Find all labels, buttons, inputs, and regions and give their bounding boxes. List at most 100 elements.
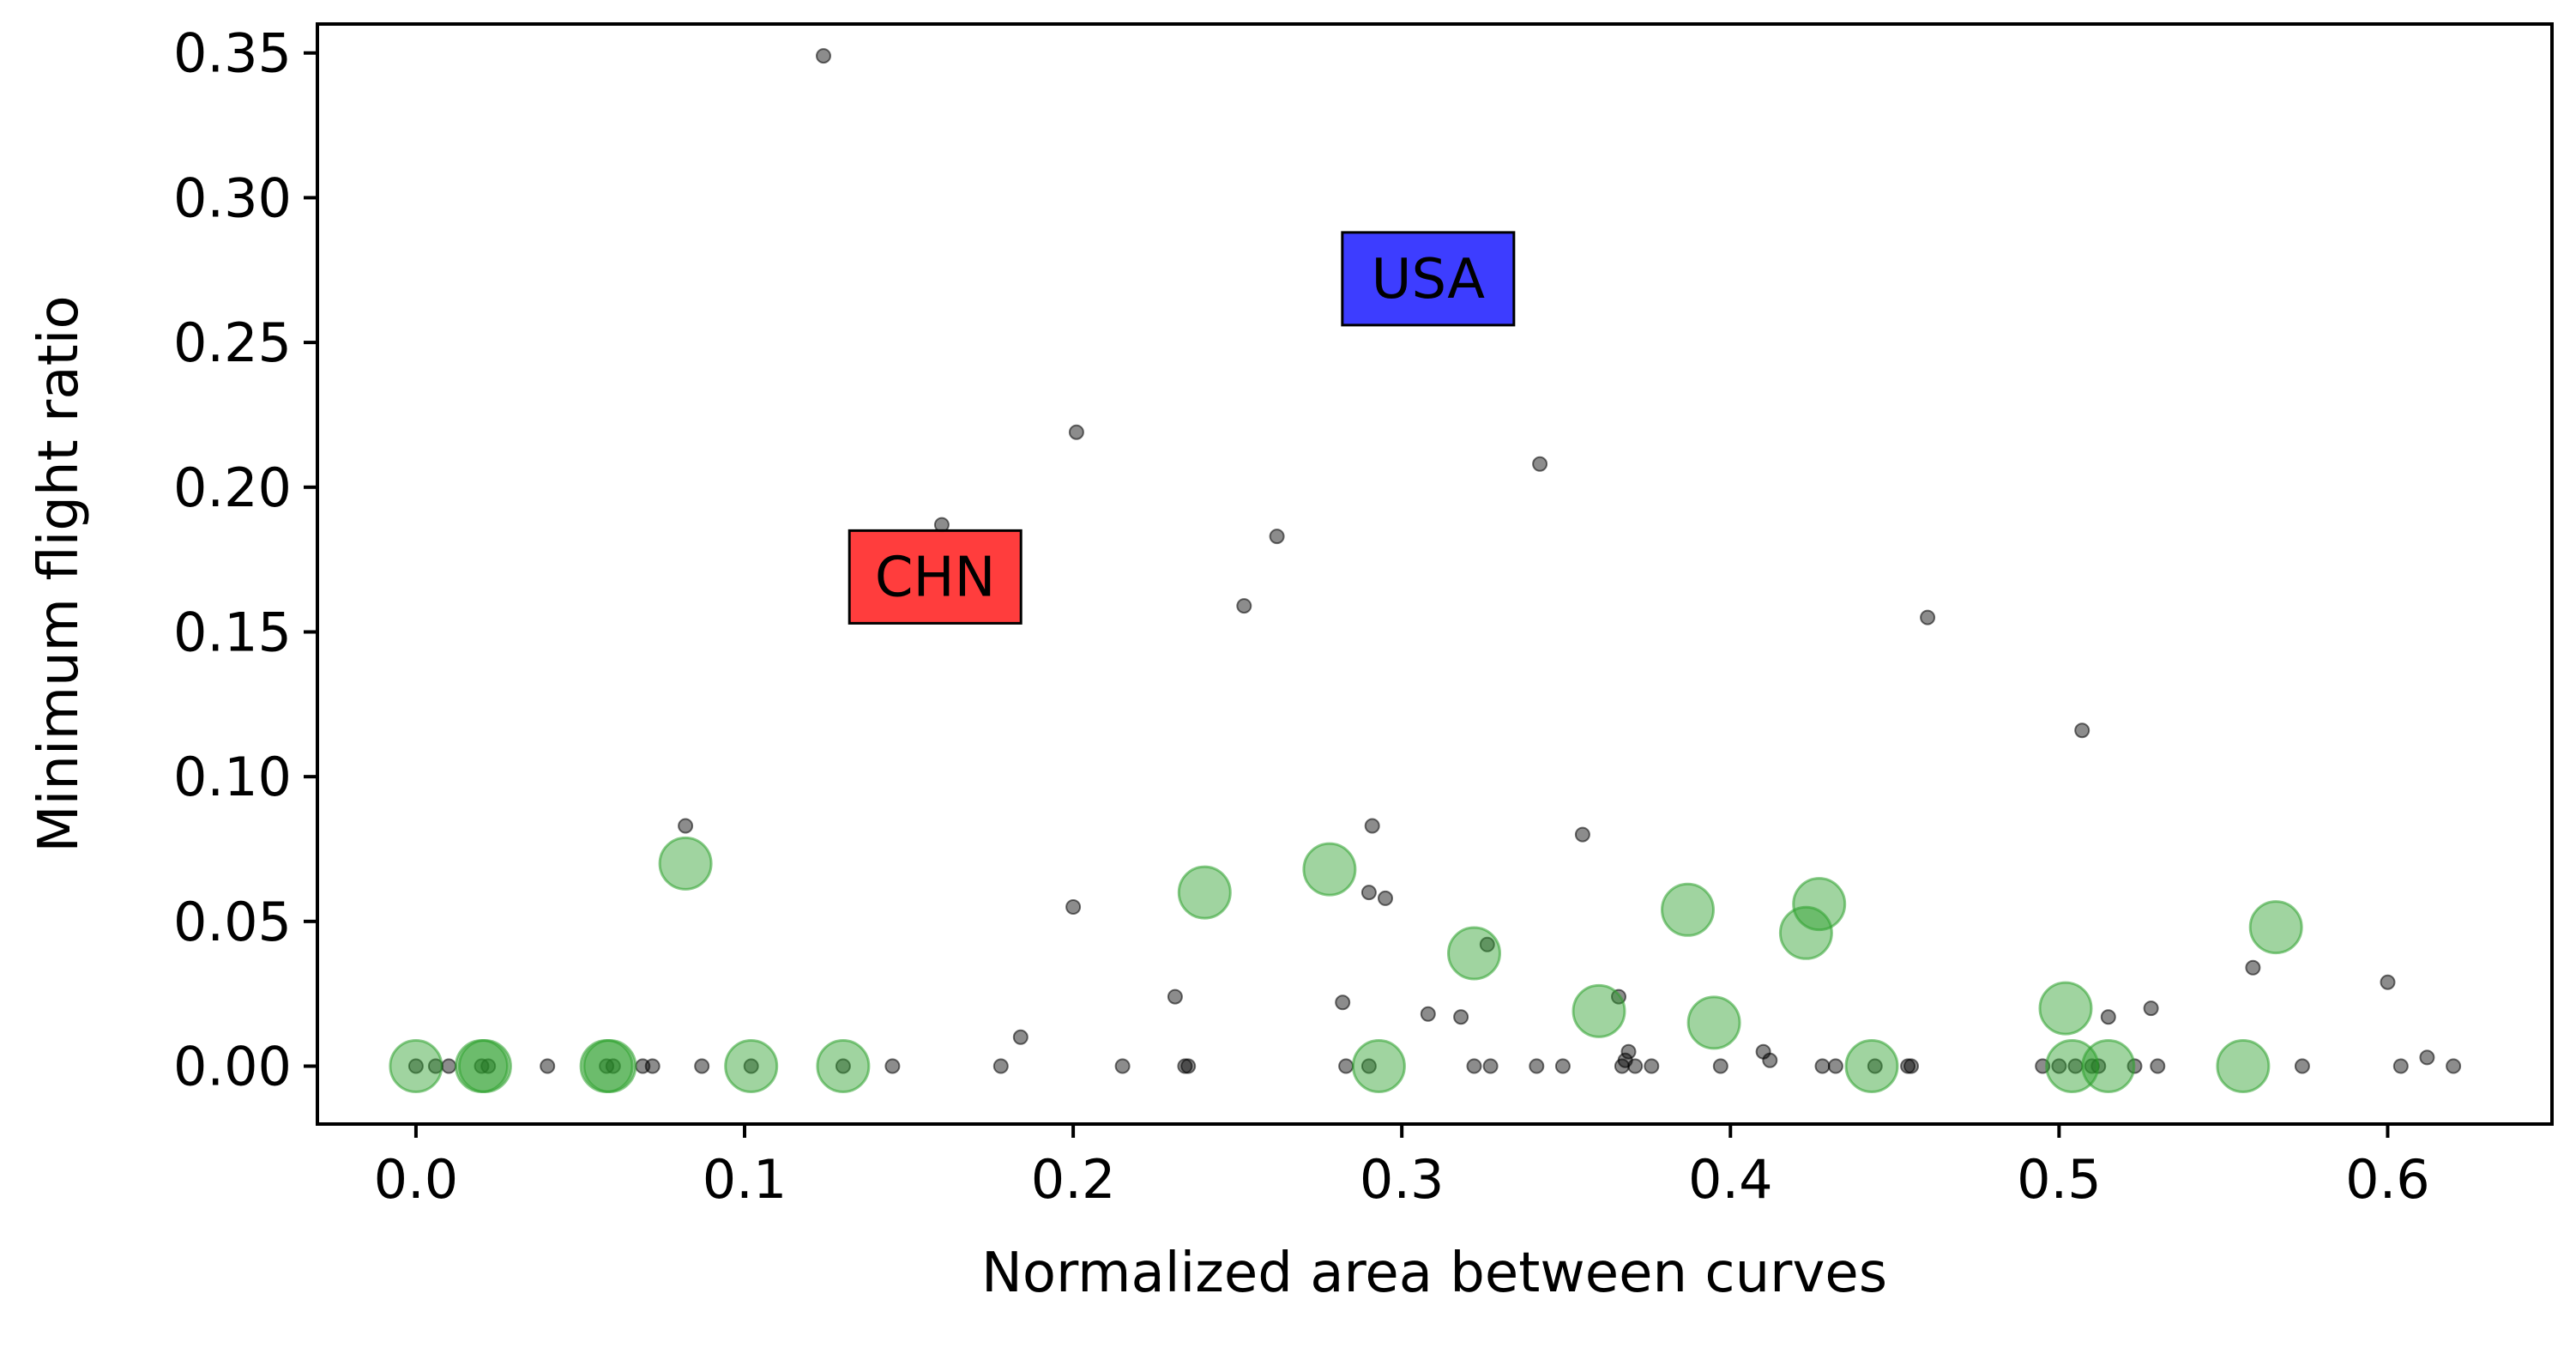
data-point-48 <box>1338 1058 1354 1074</box>
data-point-50 <box>1466 1058 1482 1074</box>
plot-frame <box>316 22 2554 1126</box>
data-point-12 <box>1378 890 1393 906</box>
highlight-point-5 <box>1792 877 1847 932</box>
highlight-point-15 <box>582 1039 637 1093</box>
annotation-box <box>1341 231 1516 327</box>
data-point-13 <box>1065 899 1082 915</box>
data-point-20 <box>2143 1000 2159 1017</box>
data-point-19 <box>1335 994 1351 1011</box>
data-point-0 <box>816 48 831 64</box>
highlight-point-21 <box>2081 1039 2136 1093</box>
data-point-32 <box>441 1058 457 1074</box>
data-point-4 <box>1269 529 1285 545</box>
highlight-point-2 <box>1302 842 1357 897</box>
highlight-point-13 <box>457 1039 512 1093</box>
data-point-34 <box>480 1058 497 1074</box>
data-point-57 <box>1712 1058 1728 1074</box>
data-point-41 <box>743 1058 759 1074</box>
y-tick-label: 0.00 <box>173 1036 292 1098</box>
data-point-60 <box>1867 1058 1883 1074</box>
data-point-21 <box>1420 1006 1436 1022</box>
data-point-45 <box>1114 1058 1131 1074</box>
data-point-16 <box>2380 974 2396 990</box>
highlight-point-3 <box>1447 926 1501 981</box>
data-point-72 <box>2446 1058 2462 1074</box>
highlight-point-0 <box>658 836 713 891</box>
x-tick-label: 0.3 <box>1360 1148 1445 1211</box>
data-point-6 <box>1920 609 1936 626</box>
x-axis: 0.0 0.1 0.2 0.3 0.4 0.5 0.6 <box>374 1124 2430 1211</box>
data-point-39 <box>644 1058 661 1074</box>
data-point-69 <box>2150 1058 2166 1074</box>
data-point-30 <box>407 1058 424 1074</box>
data-point-71 <box>2392 1058 2409 1074</box>
data-point-24 <box>1012 1029 1029 1045</box>
y-tick-label: 0.15 <box>173 601 292 663</box>
data-point-54 <box>1614 1058 1630 1074</box>
data-point-22 <box>1453 1009 1469 1025</box>
x-tick-label: 0.2 <box>1031 1148 1116 1211</box>
data-point-43 <box>884 1058 901 1074</box>
data-point-37 <box>605 1058 621 1074</box>
data-point-28 <box>1762 1052 1778 1068</box>
y-tick-label: 0.35 <box>173 22 292 85</box>
annotations-layer: USA CHN <box>848 231 1516 625</box>
data-point-8 <box>678 818 694 834</box>
data-point-53 <box>1554 1058 1571 1074</box>
data-point-27 <box>2419 1049 2435 1066</box>
highlight-point-8 <box>1686 995 1741 1050</box>
annotation-usa: USA <box>1341 231 1516 327</box>
data-point-10 <box>1574 826 1590 843</box>
x-tick-label: 0.0 <box>374 1148 459 1211</box>
highlight-point-19 <box>1844 1039 1899 1093</box>
x-tick-label: 0.5 <box>2017 1148 2102 1211</box>
data-point-52 <box>1529 1058 1545 1074</box>
data-point-15 <box>2245 959 2261 976</box>
y-axis-label: Minimum flight ratio <box>27 295 91 852</box>
highlight-point-18 <box>1351 1039 1406 1093</box>
data-point-14 <box>1479 936 1495 952</box>
annotation-box <box>848 529 1023 625</box>
data-point-23 <box>2100 1009 2116 1025</box>
data-point-1 <box>1068 424 1084 440</box>
data-point-55 <box>1627 1058 1644 1074</box>
highlight-point-10 <box>2038 981 2093 1036</box>
data-point-62 <box>1903 1058 1919 1074</box>
points-layer <box>389 48 2462 1093</box>
data-point-2 <box>1532 456 1548 472</box>
highlight-point-17 <box>816 1039 871 1093</box>
annotation-label: USA <box>1372 248 1486 311</box>
y-tick-label: 0.25 <box>173 311 292 374</box>
y-tick-label: 0.30 <box>173 166 292 229</box>
highlight-point-1 <box>1177 865 1232 920</box>
data-point-70 <box>2294 1058 2310 1074</box>
data-point-47 <box>1180 1058 1197 1074</box>
x-tick-label: 0.4 <box>1688 1148 1773 1211</box>
y-tick-label: 0.20 <box>173 456 292 519</box>
data-point-64 <box>2051 1058 2067 1074</box>
x-tick-label: 0.1 <box>703 1148 787 1211</box>
data-point-40 <box>694 1058 710 1074</box>
highlight-point-9 <box>2248 900 2303 955</box>
data-point-56 <box>1644 1058 1660 1074</box>
highlight-point-16 <box>724 1039 779 1093</box>
data-point-58 <box>1814 1058 1831 1074</box>
y-tick-label: 0.05 <box>173 891 292 953</box>
highlight-point-4 <box>1661 882 1715 937</box>
x-tick-label: 0.6 <box>2345 1148 2430 1211</box>
highlight-point-7 <box>1572 983 1626 1038</box>
data-point-35 <box>540 1058 556 1074</box>
data-point-17 <box>1167 988 1183 1005</box>
data-point-49 <box>1360 1058 1377 1074</box>
data-point-26 <box>1620 1043 1637 1060</box>
data-point-11 <box>1360 885 1377 901</box>
highlight-point-22 <box>2216 1039 2271 1093</box>
data-point-59 <box>1827 1058 1843 1074</box>
y-tick-label: 0.10 <box>173 746 292 808</box>
highlight-point-6 <box>1778 905 1833 960</box>
data-point-5 <box>1236 598 1252 614</box>
y-axis: 0.00 0.05 0.10 0.15 0.20 0.25 0.30 0.35 <box>173 22 317 1098</box>
annotation-label: CHN <box>875 546 996 609</box>
